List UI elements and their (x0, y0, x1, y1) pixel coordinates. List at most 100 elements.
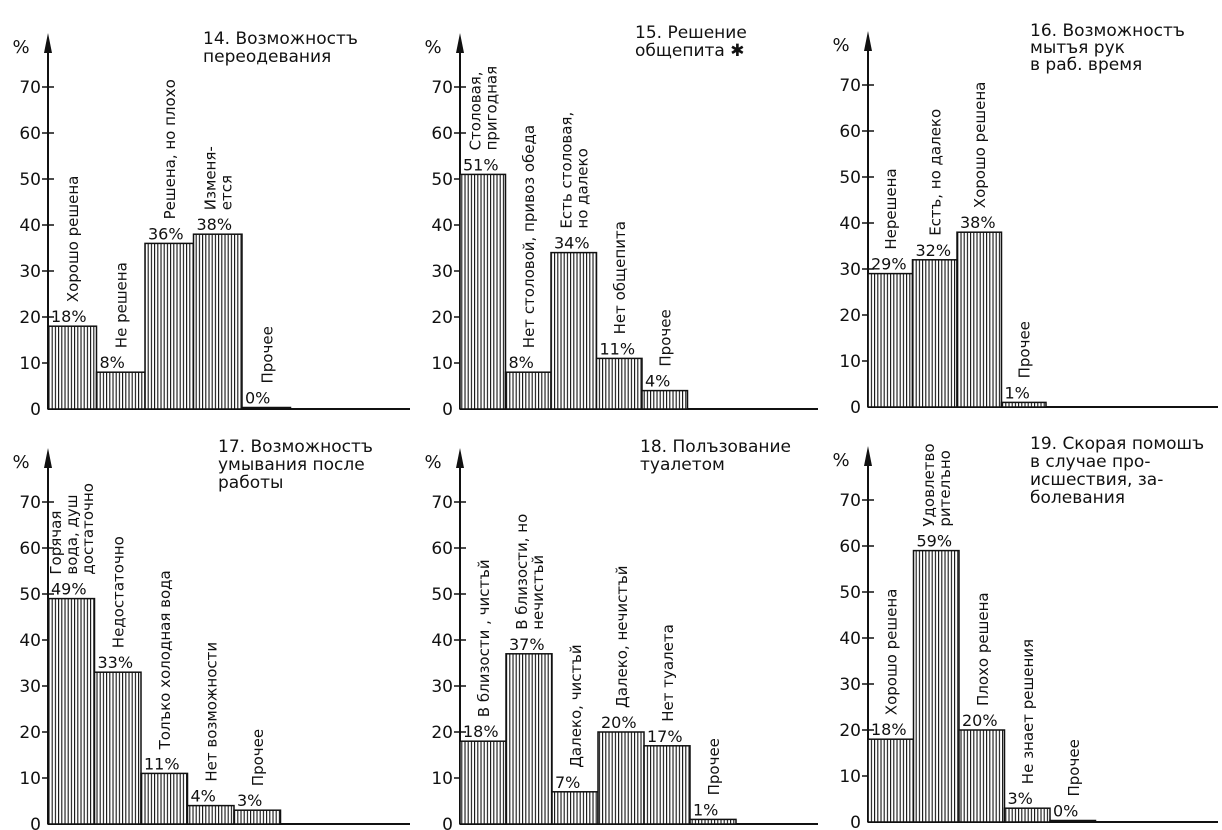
y-tick-label: 10 (431, 354, 453, 374)
y-axis-arrow (864, 31, 872, 51)
y-tick-label: 0 (30, 815, 41, 830)
category-label: Изменя- (202, 146, 220, 210)
chart-title-line: болевания (1030, 488, 1125, 508)
chart-title-line: переодевания (203, 47, 331, 67)
bar-value-label: 36% (148, 224, 184, 243)
bar (186, 804, 235, 825)
bar-value-label: 20% (962, 711, 998, 730)
chart-title-line: исшествия, за- (1030, 470, 1163, 490)
bar-value-label: 7% (555, 773, 580, 792)
category-label: Прочее (249, 729, 267, 786)
y-axis-arrow (456, 33, 464, 53)
bar-value-label: 33% (98, 653, 134, 672)
chart-panel-1: 0 10 20 30 40 50 60 70% 14. Возможностъпереодева… (12, 29, 410, 420)
bar (459, 740, 507, 825)
y-tick-label: 50 (431, 170, 453, 190)
category-label: Нет возможности (203, 642, 221, 782)
category-label: Столовая, (467, 71, 485, 150)
y-tick-label: 40 (19, 631, 41, 651)
bar-value-label: 17% (647, 727, 683, 746)
y-tick-label: 10 (839, 767, 861, 787)
category-label: Хорошо решена (971, 82, 989, 209)
category-label: вода, душ (63, 495, 81, 575)
bar-value-label: 32% (916, 241, 952, 260)
y-tick-label: 70 (19, 78, 41, 98)
y-tick-label: 10 (19, 354, 41, 374)
category-label: Не решена (113, 262, 131, 348)
y-tick-label: 10 (19, 769, 41, 789)
category-label: Нет столовой, привоз обеда (520, 125, 538, 348)
category-label: Плохо решена (974, 592, 992, 706)
y-tick-label: 40 (431, 631, 453, 651)
chart-title-line: мытъя рук (1030, 38, 1125, 58)
bar (911, 259, 958, 408)
y-tick-label: 20 (839, 721, 861, 741)
bar-value-label: 18% (463, 722, 499, 741)
bar-value-label: 1% (1005, 383, 1030, 402)
y-axis-unit-label: % (832, 35, 849, 56)
category-label: Далеко, нечистъй (613, 566, 631, 708)
category-label: но далеко (574, 148, 592, 228)
category-label: Есть столовая, (558, 112, 576, 229)
y-tick-label: 0 (850, 398, 861, 418)
bar (1003, 807, 1051, 823)
bar-value-label: 51% (463, 155, 499, 174)
y-tick-label: 30 (839, 260, 861, 280)
category-label: Нет общепита (611, 221, 629, 334)
category-label: Толъко холодная вода (156, 570, 174, 750)
bar-value-label: 4% (191, 787, 216, 806)
y-tick-label: 50 (839, 583, 861, 603)
bar (1049, 819, 1097, 823)
y-axis-arrow (864, 446, 872, 466)
y-tick-label: 30 (431, 677, 453, 697)
y-tick-label: 10 (839, 352, 861, 372)
bar (241, 406, 292, 410)
bar (689, 818, 737, 825)
chart-title-line: общепита ✱ (635, 41, 745, 61)
y-tick-label: 40 (431, 216, 453, 236)
bar (958, 729, 1006, 823)
bar (504, 371, 552, 410)
y-tick-label: 70 (839, 76, 861, 96)
bar-value-label: 20% (601, 713, 637, 732)
bar (551, 791, 599, 825)
y-tick-label: 20 (19, 308, 41, 328)
bar (867, 272, 914, 408)
bar-value-label: 3% (237, 791, 262, 810)
chart-title-line: 14. Возможностъ (203, 29, 358, 49)
bar (1000, 401, 1047, 408)
y-tick-label: 70 (19, 493, 41, 513)
bar-value-label: 8% (100, 353, 125, 372)
bar (867, 738, 915, 823)
category-label: Недостаточно (110, 536, 128, 648)
chart-title-line: 17. Возможностъ (218, 437, 373, 457)
chart-panel-4: 0 10 20 30 40 50 60 70% 17. Возможностъумывания … (12, 437, 410, 830)
y-tick-label: 40 (19, 216, 41, 236)
y-tick-label: 20 (431, 723, 453, 743)
bar-value-label: 4% (645, 372, 670, 391)
bar-value-label: 29% (871, 255, 907, 274)
bar (233, 809, 282, 825)
chart-title-line: умывания после (218, 455, 365, 475)
bar-value-label: 0% (245, 389, 270, 408)
category-label: В близости, но (513, 514, 531, 630)
bar (95, 371, 146, 410)
bar (47, 597, 96, 825)
y-tick-label: 50 (19, 585, 41, 605)
bar-value-label: 37% (509, 635, 545, 654)
y-tick-label: 70 (431, 493, 453, 513)
y-tick-label: 60 (839, 122, 861, 142)
category-label: Хорошо решена (883, 589, 901, 716)
y-axis-unit-label: % (424, 452, 441, 473)
y-tick-label: 50 (431, 585, 453, 605)
category-label: Естъ, но далеко (927, 109, 945, 236)
y-tick-label: 0 (850, 813, 861, 830)
category-label: пригодная (483, 66, 501, 151)
y-tick-label: 60 (839, 537, 861, 557)
y-tick-label: 30 (839, 675, 861, 695)
bar (505, 653, 553, 825)
bar (643, 745, 691, 825)
